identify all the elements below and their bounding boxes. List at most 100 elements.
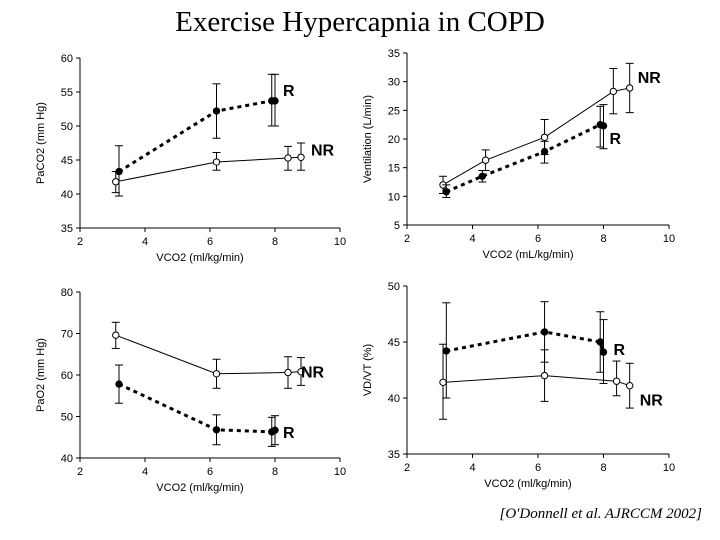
series-label-nr: NR — [311, 142, 335, 159]
y-tick-label: 70 — [61, 329, 73, 341]
series-label-r: R — [283, 83, 295, 100]
data-point-r — [599, 348, 608, 356]
data-point-nr — [612, 377, 621, 385]
x-tick-label: 8 — [600, 233, 606, 245]
x-tick-label: 2 — [404, 462, 410, 474]
x-tick-label: 2 — [404, 233, 410, 245]
y-tick-label: 60 — [61, 53, 73, 65]
series-line-nr — [442, 87, 630, 186]
y-tick-label: 55 — [61, 87, 73, 99]
x-tick-label: 8 — [272, 236, 278, 248]
series-line-r — [118, 382, 276, 434]
x-tick-label: 8 — [272, 466, 278, 478]
x-tick-label: 10 — [663, 233, 675, 245]
data-point-nr — [212, 158, 221, 166]
y-tick-label: 50 — [61, 412, 73, 424]
data-point-r — [115, 380, 123, 388]
ventilation-chart: 2 4 6 8 10 5 10 15 20 25 30 35 VCO2 (mL/kg/min) Venti… — [362, 48, 675, 261]
data-point-r — [212, 426, 221, 434]
series-label-r: R — [610, 131, 622, 148]
y-tick-label: 30 — [388, 77, 400, 89]
y-axis-label: PaCO2 (mm Hg) — [35, 102, 47, 184]
vdvt-chart: 2 4 6 8 10 35 40 45 50 VCO2 (ml/kg/min) VD/VT (%) R… — [362, 281, 675, 490]
x-tick-label: 4 — [142, 236, 148, 248]
y-axis-label: Ventilation (L/min) — [362, 95, 374, 183]
x-tick-label: 10 — [663, 462, 675, 474]
y-tick-label: 20 — [388, 134, 400, 146]
y-axis-label: PaO2 (mm Hg) — [35, 338, 47, 412]
data-point-nr — [626, 84, 634, 92]
y-tick-label: 40 — [388, 393, 400, 405]
data-point-r — [596, 338, 604, 346]
slide-title: Exercise Hypercapnia in COPD — [175, 6, 545, 38]
data-point-nr — [284, 368, 292, 377]
citation: [O'Donnell et al. AJRCCM 2002] — [499, 506, 703, 522]
series-label-nr: NR — [638, 70, 662, 87]
y-tick-label: 45 — [388, 337, 400, 349]
y-tick-label: 35 — [388, 48, 400, 60]
data-point-nr — [212, 370, 221, 378]
data-point-r — [442, 188, 451, 196]
x-axis-label: VCO2 (ml/kg/min) — [156, 252, 243, 264]
y-tick-label: 35 — [61, 223, 73, 235]
data-point-nr — [609, 87, 618, 96]
y-tick-label: 40 — [61, 189, 73, 201]
paco2-chart: 2 4 6 8 10 35 40 45 50 55 60 VCO2 (ml/kg/min) PaCO2 … — [35, 53, 346, 264]
x-axis-label: VCO2 (mL/kg/min) — [482, 249, 573, 261]
x-axis-label: VCO2 (ml/kg/min) — [484, 478, 571, 490]
y-tick-label: 10 — [388, 191, 400, 203]
y-tick-label: 50 — [388, 281, 400, 293]
y-tick-label: 80 — [61, 287, 73, 299]
data-point-nr — [540, 371, 549, 380]
x-tick-label: 10 — [334, 236, 346, 248]
series-line-r — [446, 330, 605, 353]
data-point-nr — [481, 156, 490, 164]
x-tick-label: 4 — [142, 466, 148, 478]
x-tick-label: 6 — [535, 233, 541, 245]
x-tick-label: 2 — [77, 466, 83, 478]
y-axis-label: VD/VT (%) — [362, 344, 374, 396]
series-line-r — [118, 99, 275, 173]
y-tick-label: 25 — [388, 105, 400, 117]
y-tick-label: 5 — [394, 220, 400, 232]
series-label-r: R — [614, 342, 626, 359]
y-tick-label: 50 — [61, 121, 73, 133]
series-line-nr — [115, 334, 302, 375]
data-point-nr — [112, 178, 120, 186]
data-point-r — [212, 107, 221, 115]
x-tick-label: 2 — [77, 236, 83, 248]
x-tick-label: 6 — [207, 236, 213, 248]
y-tick-label: 40 — [61, 453, 73, 465]
y-tick-label: 15 — [388, 163, 400, 175]
x-tick-label: 4 — [469, 462, 475, 474]
data-point-r — [442, 347, 451, 355]
x-tick-label: 6 — [535, 462, 541, 474]
data-point-r — [540, 328, 549, 336]
y-tick-label: 60 — [61, 370, 73, 382]
series-line-r — [445, 123, 604, 194]
data-point-nr — [297, 367, 305, 376]
series-line-nr — [115, 156, 302, 183]
data-point-nr — [540, 133, 549, 141]
data-point-nr — [439, 378, 447, 387]
data-point-r — [540, 147, 549, 156]
x-tick-label: 6 — [207, 466, 213, 478]
pao2-chart: 2 4 6 8 10 40 50 60 70 80 VCO2 (ml/kg/min) PaO2 (mm… — [35, 287, 346, 494]
series-label-nr: NR — [640, 393, 664, 410]
data-point-nr — [112, 331, 120, 339]
data-point-nr — [626, 381, 634, 390]
series-label-nr: NR — [301, 365, 325, 382]
data-point-r — [271, 426, 279, 434]
x-tick-label: 8 — [600, 462, 606, 474]
x-tick-label: 10 — [334, 466, 346, 478]
x-tick-label: 4 — [469, 233, 475, 245]
x-axis-label: VCO2 (ml/kg/min) — [156, 482, 243, 494]
y-tick-label: 35 — [388, 449, 400, 461]
data-point-nr — [284, 154, 292, 162]
series-label-r: R — [283, 425, 295, 442]
series-line-nr — [442, 375, 630, 387]
data-point-r — [271, 97, 279, 105]
data-point-nr — [297, 153, 305, 161]
data-point-r — [478, 172, 487, 180]
y-tick-label: 45 — [61, 155, 73, 167]
